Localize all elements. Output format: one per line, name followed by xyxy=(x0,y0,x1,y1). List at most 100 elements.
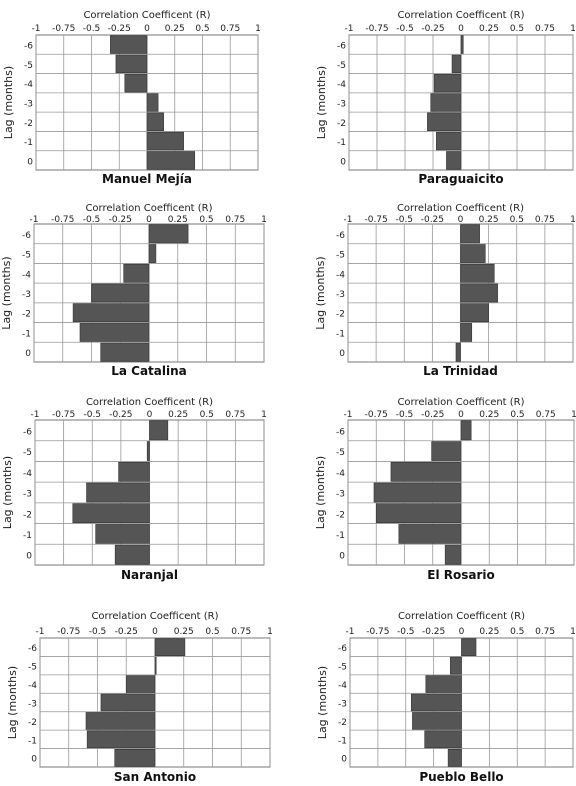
x-tick-label: 0.25 xyxy=(168,410,188,420)
x-tick-label: -1 xyxy=(346,627,355,637)
chart-panel-6: -1 -0.75 -0.5 -0.25 0 0.25 0.5 0.75 1 -6 -5 -4 -3 -2 -… xyxy=(314,397,576,582)
y-tick-label: -4 xyxy=(336,270,345,280)
y-tick-label: -6 xyxy=(336,427,345,437)
x-tick-label: 0.25 xyxy=(479,627,499,637)
y-tick-label: 0 xyxy=(26,552,32,562)
panel-title: La Catalina xyxy=(111,364,187,378)
y-tick-label: -2 xyxy=(24,119,33,129)
x-tick-label: 0 xyxy=(458,24,464,34)
y-tick-label: -4 xyxy=(24,80,33,90)
x-tick-label: 0.75 xyxy=(535,215,555,225)
chart-panel-8: -1 -0.75 -0.5 -0.25 0 0.25 0.5 0.75 1 -6 -5 -4 -3 -2 -… xyxy=(316,611,576,784)
panel-title: Naranjal xyxy=(121,568,178,582)
bar-lag--6 xyxy=(149,420,169,441)
x-tick-label: 0.5 xyxy=(510,410,524,420)
bar-lag--6 xyxy=(460,224,480,244)
y-axis-label: Lag (months) xyxy=(315,66,328,139)
x-tick-label: 0.75 xyxy=(535,627,555,637)
panel-title: Manuel Mejía xyxy=(102,172,192,186)
x-tick-label: -0.75 xyxy=(364,215,387,225)
x-tick-label: 0.25 xyxy=(165,24,185,34)
y-tick-label: -6 xyxy=(338,644,347,654)
y-tick-label: -4 xyxy=(22,270,31,280)
bar-lag--5 xyxy=(146,441,150,461)
y-tick-label: 0 xyxy=(31,755,37,765)
y-tick-label: -3 xyxy=(24,99,33,109)
x-tick-label: 1 xyxy=(570,627,576,637)
bar-lag--3 xyxy=(430,93,462,112)
x-tick-label: -0.75 xyxy=(365,24,388,34)
x-tick-label: -1 xyxy=(36,627,45,637)
x-axis-label: Correlation Coefficent (R) xyxy=(86,397,213,408)
y-tick-label: -2 xyxy=(337,119,346,129)
y-tick-label: -2 xyxy=(336,310,345,320)
x-tick-label: 0.25 xyxy=(168,215,188,225)
y-tick-label: 0 xyxy=(339,552,345,562)
x-tick-label: -0.5 xyxy=(396,410,414,420)
x-axis-label: Correlation Coefficent (R) xyxy=(83,10,210,21)
x-tick-label: -0.5 xyxy=(89,627,107,637)
y-tick-label: -5 xyxy=(336,448,345,458)
bar-lag--1 xyxy=(95,524,150,544)
x-tick-label: -0.25 xyxy=(421,215,444,225)
x-tick-label: 0 xyxy=(144,24,150,34)
bar-lag--1 xyxy=(86,730,156,749)
bar-lag--2 xyxy=(375,503,462,524)
x-tick-label: 1 xyxy=(261,410,267,420)
bar-lag--4 xyxy=(460,263,495,283)
x-tick-label: 0.5 xyxy=(510,627,524,637)
y-tick-label: 0 xyxy=(27,157,33,167)
y-tick-label: -5 xyxy=(338,663,347,673)
bar-lag--4 xyxy=(425,675,462,693)
x-tick-label: 0.75 xyxy=(225,410,245,420)
bar-lag--4 xyxy=(125,675,156,693)
panel-title: Paraguaicito xyxy=(418,172,503,186)
y-tick-label: -5 xyxy=(24,61,33,71)
x-tick-label: 0 xyxy=(458,215,464,225)
x-axis-label: Correlation Coefficent (R) xyxy=(397,10,524,21)
bar-lag--1 xyxy=(424,730,462,749)
x-tick-label: 0.75 xyxy=(225,215,245,225)
x-tick-label: -0.5 xyxy=(395,215,413,225)
bar-lag--5 xyxy=(460,244,486,263)
y-tick-label: -3 xyxy=(336,490,345,500)
y-tick-label: -4 xyxy=(336,469,345,479)
x-tick-label: 0.25 xyxy=(479,215,499,225)
x-tick-label: -0.5 xyxy=(83,215,101,225)
y-tick-label: -5 xyxy=(28,663,37,673)
bar-lag--3 xyxy=(411,693,462,712)
y-tick-label: -1 xyxy=(336,329,345,339)
x-tick-label: 0.75 xyxy=(231,627,251,637)
x-tick-label: -0.75 xyxy=(51,215,74,225)
bar-lag--2 xyxy=(72,503,150,524)
panel-title: El Rosario xyxy=(427,568,495,582)
bar-lag-0 xyxy=(146,151,196,170)
y-tick-label: -2 xyxy=(28,718,37,728)
y-tick-label: 0 xyxy=(339,349,345,359)
x-tick-label: 0.75 xyxy=(535,24,555,34)
y-tick-label: -1 xyxy=(23,531,32,541)
y-tick-label: 0 xyxy=(25,349,31,359)
bar-lag--2 xyxy=(412,712,462,730)
y-tick-label: -2 xyxy=(336,510,345,520)
y-tick-label: -6 xyxy=(28,644,37,654)
bar-lag--2 xyxy=(427,112,462,131)
y-tick-label: -6 xyxy=(23,427,32,437)
bar-lag--5 xyxy=(451,54,462,74)
x-tick-label: -0.75 xyxy=(52,24,75,34)
x-tick-label: -1 xyxy=(344,215,353,225)
bar-lag--4 xyxy=(123,263,150,283)
x-tick-label: 1 xyxy=(261,215,267,225)
x-tick-label: 0.75 xyxy=(220,24,240,34)
x-tick-label: 0 xyxy=(459,627,465,637)
bar-lag--1 xyxy=(460,323,473,342)
bar-lag--3 xyxy=(91,283,150,303)
bar-lag--3 xyxy=(86,482,150,503)
bar-lag--3 xyxy=(460,283,498,303)
bar-lag--2 xyxy=(460,303,489,323)
bar-lag--5 xyxy=(148,244,157,263)
bar-lag--6 xyxy=(148,224,189,244)
bar-lag--4 xyxy=(124,74,148,93)
y-axis-label: Lag (months) xyxy=(316,666,329,739)
x-tick-label: -0.75 xyxy=(365,410,388,420)
